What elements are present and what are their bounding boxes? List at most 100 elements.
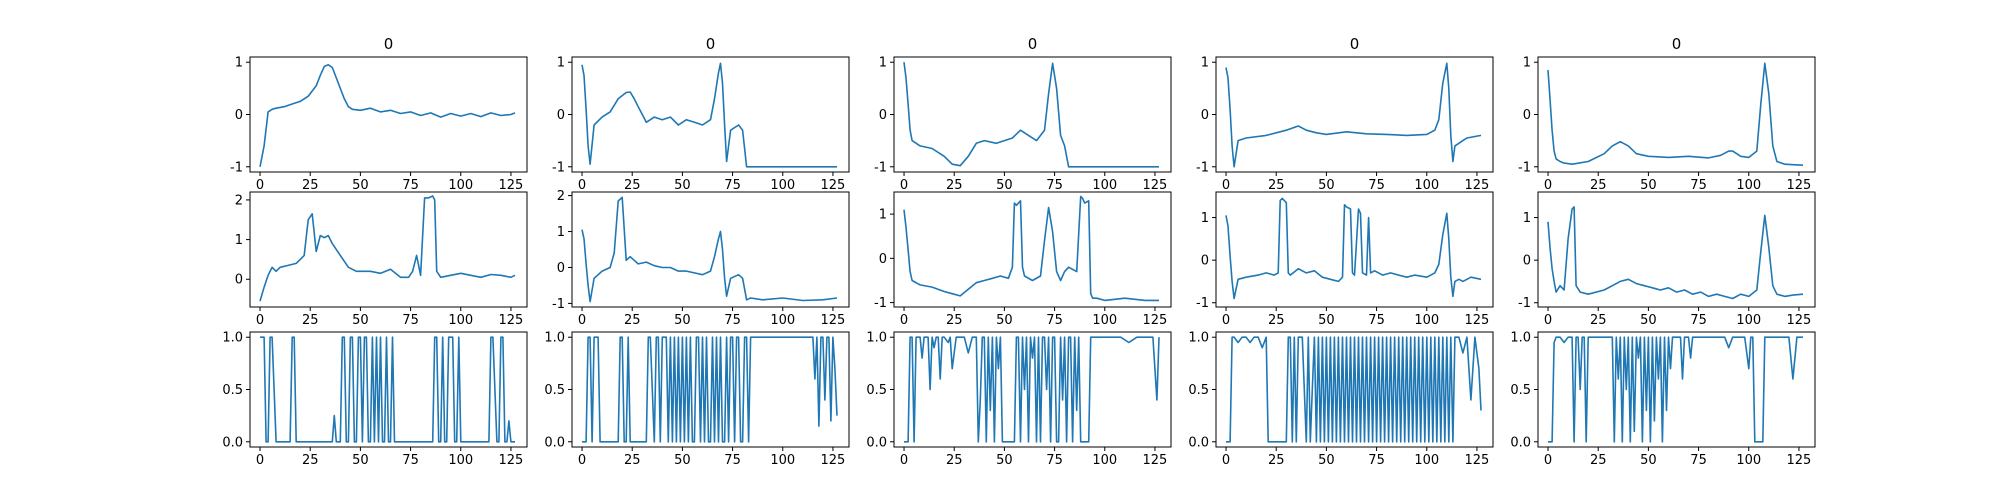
x-tick-label: 0 — [578, 453, 586, 468]
x-tick-label: 0 — [578, 313, 586, 328]
y-tick-label: 0.5 — [222, 383, 243, 398]
y-tick-label: 0 — [235, 273, 243, 288]
y-tick-label: -1 — [552, 160, 565, 175]
y-tick-label: 0.5 — [1188, 383, 1209, 398]
y-tick-label: 0.0 — [1510, 435, 1531, 450]
x-tick-label: 25 — [1268, 313, 1285, 328]
axes-frame — [249, 191, 528, 308]
y-tick-label: 0 — [235, 108, 243, 123]
axes-frame — [1215, 56, 1494, 173]
x-tick-label: 0 — [900, 313, 908, 328]
x-tick-label: 50 — [996, 313, 1013, 328]
series-line — [903, 62, 1159, 168]
x-tick-label: 50 — [352, 313, 369, 328]
x-tick-label: 50 — [352, 178, 369, 193]
x-tick-label: 0 — [256, 313, 264, 328]
y-tick-label: -1 — [230, 160, 243, 175]
series-line — [259, 195, 516, 302]
x-tick-label: 100 — [1736, 453, 1761, 468]
subplot-title: 0 — [1350, 35, 1360, 53]
x-tick-label: 50 — [674, 313, 691, 328]
x-tick-label: 125 — [1465, 178, 1490, 193]
series-line — [582, 336, 838, 443]
y-tick-label: 0.5 — [866, 383, 887, 398]
x-tick-label: 125 — [1787, 453, 1812, 468]
series-line — [581, 62, 837, 168]
series-line — [904, 336, 1160, 443]
x-tick-label: 25 — [946, 313, 963, 328]
x-tick-label: 25 — [1268, 178, 1285, 193]
y-tick-label: 1 — [879, 56, 887, 71]
x-tick-label: 25 — [302, 178, 319, 193]
y-tick-label: 1 — [557, 225, 565, 240]
series-line — [1226, 336, 1482, 443]
axes-frame — [893, 56, 1172, 173]
axes-frame — [893, 331, 1172, 448]
x-tick-label: 125 — [821, 453, 846, 468]
y-tick-label: 0 — [557, 261, 565, 276]
x-tick-label: 100 — [1092, 313, 1117, 328]
x-tick-label: 125 — [499, 453, 524, 468]
x-tick-label: 125 — [1465, 313, 1490, 328]
x-tick-label: 50 — [1640, 178, 1657, 193]
y-tick-label: 0.5 — [544, 383, 565, 398]
series-line — [259, 64, 516, 167]
axes-frame — [893, 191, 1172, 308]
x-tick-label: 25 — [624, 453, 641, 468]
x-tick-label: 50 — [1640, 313, 1657, 328]
y-tick-label: 0.0 — [222, 435, 243, 450]
y-tick-label: 1 — [879, 208, 887, 223]
x-tick-label: 75 — [402, 178, 419, 193]
x-tick-label: 125 — [499, 313, 524, 328]
y-tick-label: 1 — [235, 233, 243, 248]
x-tick-label: 100 — [448, 178, 473, 193]
subplot-title: 0 — [706, 35, 716, 53]
y-tick-label: 1 — [235, 56, 243, 71]
x-tick-label: 100 — [1736, 178, 1761, 193]
y-tick-label: 0.0 — [1188, 435, 1209, 450]
x-tick-label: 25 — [302, 453, 319, 468]
x-tick-label: 125 — [1787, 178, 1812, 193]
x-tick-label: 75 — [724, 313, 741, 328]
y-tick-label: 2 — [235, 193, 243, 208]
x-tick-label: 50 — [1640, 453, 1657, 468]
x-tick-label: 100 — [448, 313, 473, 328]
x-tick-label: 100 — [1736, 313, 1761, 328]
y-tick-label: -1 — [1518, 296, 1531, 311]
y-tick-label: 1 — [1201, 56, 1209, 71]
x-tick-label: 125 — [1787, 313, 1812, 328]
x-tick-label: 100 — [1092, 453, 1117, 468]
axes-frame — [1215, 191, 1494, 308]
x-tick-label: 75 — [1368, 313, 1385, 328]
x-tick-label: 25 — [624, 313, 641, 328]
x-tick-label: 50 — [674, 453, 691, 468]
x-tick-label: 0 — [256, 453, 264, 468]
y-tick-label: 1.0 — [1510, 331, 1531, 346]
x-tick-label: 0 — [900, 178, 908, 193]
x-tick-label: 100 — [770, 313, 795, 328]
x-tick-label: 0 — [1222, 178, 1230, 193]
x-tick-label: 0 — [1544, 313, 1552, 328]
axes-frame — [571, 191, 850, 308]
x-tick-label: 25 — [624, 178, 641, 193]
series-line — [1547, 62, 1804, 166]
x-tick-label: 0 — [256, 178, 264, 193]
axes-frame — [571, 56, 850, 173]
axes-frame — [1537, 191, 1816, 308]
series-line — [260, 336, 515, 443]
y-tick-label: 1.0 — [866, 331, 887, 346]
series-line — [1547, 206, 1804, 300]
y-tick-label: 0 — [879, 252, 887, 267]
x-tick-label: 100 — [1414, 313, 1439, 328]
x-tick-label: 0 — [900, 453, 908, 468]
y-tick-label: 2 — [557, 189, 565, 204]
x-tick-label: 0 — [578, 178, 586, 193]
y-tick-label: 0 — [879, 108, 887, 123]
x-tick-label: 25 — [1590, 313, 1607, 328]
y-tick-label: 0.5 — [1510, 383, 1531, 398]
x-tick-label: 100 — [1092, 178, 1117, 193]
y-tick-label: -1 — [1196, 160, 1209, 175]
y-tick-label: 1 — [1523, 211, 1531, 226]
x-tick-label: 125 — [821, 313, 846, 328]
